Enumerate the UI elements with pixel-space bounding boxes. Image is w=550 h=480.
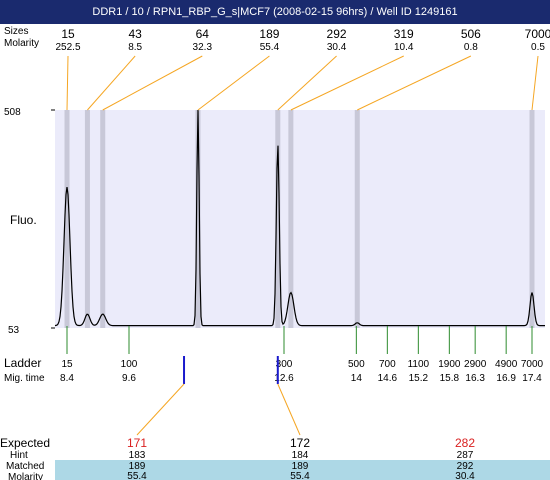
peak-molarity-label: 32.3	[193, 42, 213, 53]
ladder-mig-time-label: 12.6	[274, 373, 294, 384]
molarity-top-row-label: Molarity	[4, 38, 39, 49]
sizes-row-label: Sizes	[4, 26, 28, 37]
trace-layer	[54, 109, 545, 327]
ladder-mig-time-label: 8.4	[60, 373, 74, 384]
matched-row-label: Matched	[6, 461, 44, 472]
expected-value: 171	[127, 436, 147, 450]
hint-value: 183	[129, 450, 146, 461]
expected-connector	[277, 383, 301, 436]
ladder-mig-time-label: 14.6	[378, 373, 398, 384]
ladder-mig-time-label: 15.2	[409, 373, 429, 384]
ladder-size-label: 500	[348, 359, 365, 370]
expected-markers	[136, 356, 301, 436]
ladder-mig-time-label: 16.9	[496, 373, 516, 384]
molarity-value: 30.4	[455, 471, 475, 480]
title-bar	[0, 0, 550, 24]
peak-molarity-label: 0.5	[531, 42, 545, 53]
peak-molarity-label: 0.8	[464, 42, 478, 53]
peak-size-label: 319	[394, 27, 414, 41]
ladder-size-label: 300	[276, 359, 293, 370]
peak-molarity-label: 252.5	[55, 42, 80, 53]
ladder-size-label: 2900	[464, 359, 487, 370]
peak-band	[354, 110, 360, 328]
ladder-mig-time-label: 17.4	[522, 373, 542, 384]
expected-row-label: Expected	[0, 436, 50, 450]
peak-connector	[102, 55, 203, 111]
peak-molarity-label: 30.4	[327, 42, 347, 53]
peak-connectors	[51, 55, 539, 329]
ladder-mig-time-label: 15.8	[440, 373, 460, 384]
peak-band	[288, 110, 294, 328]
peak-molarity-label: 8.5	[128, 42, 142, 53]
plot-area	[55, 110, 545, 328]
peak-connector	[66, 55, 69, 111]
ladder-size-label: 1900	[438, 359, 461, 370]
ladder-size-label: 4900	[495, 359, 518, 370]
peak-band	[84, 110, 90, 328]
molarity-value: 55.4	[290, 471, 310, 480]
table-highlight-band	[55, 460, 550, 480]
peak-connector	[531, 55, 539, 111]
ladder-markers: 15 8.4 100 9.6 300 12.6 500 14 700 14.6 1100 15.2 19…	[60, 326, 544, 384]
ladder-mig-time-label: 16.3	[465, 373, 485, 384]
peak-size-label: 7000	[525, 27, 550, 41]
ladder-size-label: 15	[61, 359, 73, 370]
peak-connector	[197, 55, 270, 111]
molarity-value: 55.4	[127, 471, 147, 480]
peak-band	[195, 110, 201, 328]
peak-connector	[357, 55, 472, 111]
peak-connector	[290, 55, 404, 111]
y-max-label: 508	[4, 107, 21, 118]
matched-value: 292	[457, 461, 474, 472]
peak-band	[100, 110, 106, 328]
matched-value: 189	[129, 461, 146, 472]
peak-size-label: 43	[128, 27, 142, 41]
peak-band	[64, 110, 70, 328]
ladder-size-label: 100	[121, 359, 138, 370]
matched-value: 189	[292, 461, 309, 472]
hint-row-label: Hint	[10, 450, 28, 461]
mig-time-row-label: Mig. time	[4, 373, 45, 384]
chart-title: DDR1 / 10 / RPN1_RBP_G_s|MCF7 (2008-02-1…	[92, 6, 458, 18]
peak-size-label: 15	[61, 27, 75, 41]
y-min-label: 53	[8, 325, 20, 336]
expected-connector	[136, 383, 185, 436]
peak-connector	[277, 55, 337, 111]
peak-band	[275, 110, 281, 328]
molarity-bottom-row-label: Molarity	[8, 472, 43, 480]
peak-molarity-label: 55.4	[260, 42, 280, 53]
ladder-size-label: 7000	[521, 359, 544, 370]
peak-size-label: 506	[461, 27, 481, 41]
peak-connector	[87, 55, 136, 111]
ladder-size-label: 1100	[408, 359, 430, 370]
ladder-mig-time-label: 9.6	[122, 373, 136, 384]
peak-molarity-label: 10.4	[394, 42, 414, 53]
hint-value: 184	[292, 450, 309, 461]
peak-bands	[64, 110, 535, 328]
ladder-row-label: Ladder	[4, 356, 41, 370]
hint-value: 287	[457, 450, 474, 461]
ladder-size-label: 700	[379, 359, 396, 370]
ladder-mig-time-label: 14	[351, 373, 363, 384]
expected-value: 282	[455, 436, 475, 450]
peak-size-label: 292	[327, 27, 347, 41]
peak-size-label: 64	[196, 27, 210, 41]
fluo-axis-label: Fluo.	[10, 213, 37, 227]
fluorescence-trace	[54, 109, 545, 327]
expected-value: 172	[290, 436, 310, 450]
peak-size-label: 189	[259, 27, 279, 41]
peak-band	[529, 110, 535, 328]
